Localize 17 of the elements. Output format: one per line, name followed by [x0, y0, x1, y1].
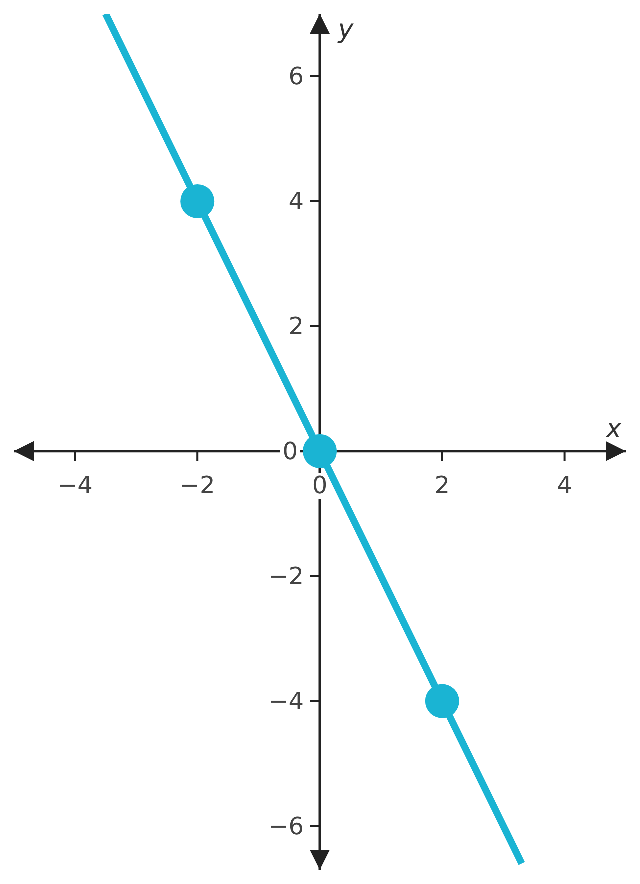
x-tick-label: −4	[58, 471, 93, 500]
point	[180, 184, 215, 218]
x-tick-label: 0	[312, 471, 328, 500]
point	[425, 684, 460, 718]
x-tick-label: −2	[180, 471, 216, 500]
y-tick-label: 6	[288, 62, 304, 90]
y-tick-label: 0	[282, 437, 298, 466]
y-axis-title: y	[337, 15, 354, 45]
y-tick-label: −4	[268, 687, 304, 716]
x-tick-label: 2	[434, 471, 450, 500]
y-tick-label: 4	[288, 187, 304, 216]
x-tick-label: 4	[557, 471, 572, 500]
point	[303, 434, 337, 468]
y-tick-label: −2	[268, 562, 304, 590]
y-tick-label: 2	[288, 312, 304, 340]
y-tick-label: −6	[268, 812, 304, 840]
x-axis-title: x	[605, 414, 622, 444]
